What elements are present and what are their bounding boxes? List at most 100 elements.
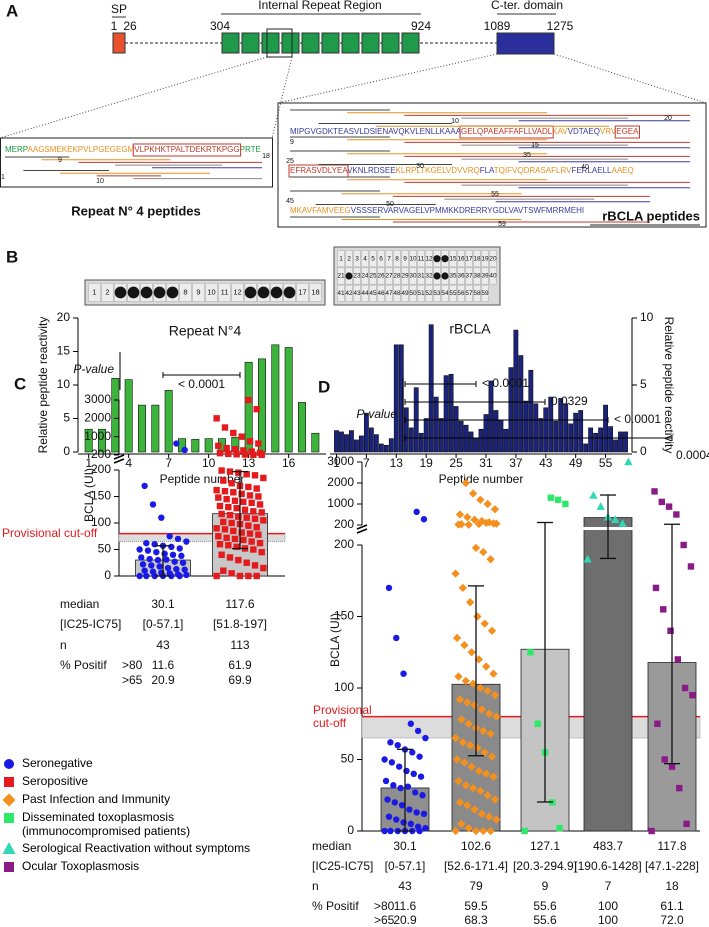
point [458, 583, 468, 593]
bar [368, 427, 374, 453]
point [235, 469, 242, 476]
point [260, 517, 267, 524]
point [596, 502, 605, 510]
point [230, 429, 237, 437]
blot-spot [244, 286, 257, 299]
point [238, 529, 245, 536]
table-cell: 20.9 [151, 673, 175, 687]
table-cell: [51.8-197] [213, 617, 267, 631]
x-tick-label: 7 [165, 456, 172, 470]
blot-cell [417, 267, 425, 285]
blot-label: 39 [481, 273, 489, 280]
blot-spot [433, 255, 441, 263]
y-tick-label: 10 [57, 377, 71, 391]
blot-label: 18 [473, 255, 481, 262]
point [144, 547, 152, 554]
blot-cell [353, 250, 361, 268]
legend-item: Serological Reactivation without symptom… [2, 841, 302, 856]
point [171, 558, 178, 565]
blot-label: 25 [369, 273, 377, 280]
zoom-line [553, 53, 707, 104]
blot-cell [385, 284, 393, 302]
bar [623, 431, 628, 453]
blot-label: 44 [361, 290, 369, 297]
point [4, 759, 14, 769]
point [143, 572, 150, 580]
bar [164, 390, 173, 453]
blot-label: 18 [311, 287, 319, 296]
point [483, 791, 492, 800]
blot-label: 31 [417, 273, 425, 280]
point [387, 739, 394, 746]
point [397, 784, 404, 792]
y-tick-label: 2000 [84, 411, 111, 425]
point [250, 451, 257, 458]
domain-label: Internal Repeat Region [258, 0, 381, 12]
blot-label: 35 [449, 273, 457, 280]
point [407, 820, 415, 828]
table-label: n [312, 879, 319, 893]
blot-cell [353, 284, 361, 302]
point [258, 509, 265, 516]
bar [373, 434, 379, 453]
point [413, 508, 420, 516]
bar [498, 419, 504, 453]
table-cell: 79 [469, 879, 483, 893]
point [554, 496, 562, 503]
point [479, 826, 488, 836]
point [136, 572, 143, 580]
peptide-number: 40 [581, 164, 589, 171]
point [178, 552, 185, 560]
point [404, 783, 412, 790]
point [238, 490, 245, 498]
blot-cell [409, 267, 417, 285]
table-cell: 113 [230, 638, 249, 652]
point [667, 627, 674, 634]
point [482, 662, 491, 671]
y-tick-label: 50 [98, 542, 112, 556]
blot-label: 46 [377, 290, 385, 297]
point [683, 820, 690, 828]
point [228, 570, 235, 577]
sequence-segment: MKAVFAMVEEG [290, 206, 351, 215]
blot-label: 15 [449, 255, 457, 262]
point [395, 763, 403, 770]
blot-cell [401, 250, 409, 268]
bar [433, 396, 439, 453]
point [460, 758, 469, 767]
table-cell: [52.6-171.4] [444, 859, 508, 873]
point [215, 494, 222, 501]
blot-label: 28 [393, 273, 401, 280]
point [240, 498, 247, 505]
blot-label: 38 [473, 273, 481, 280]
blot-cell [369, 284, 377, 302]
blot-cell [296, 283, 309, 302]
repeat-unit [341, 32, 360, 54]
y-tick-label: 5 [640, 377, 647, 391]
position-label: 26 [123, 19, 137, 33]
repeat-unit [281, 32, 300, 54]
blot-label: 26 [377, 273, 385, 280]
blot-cell [457, 267, 465, 285]
blot-label: 7 [387, 255, 391, 262]
blot-spot [270, 286, 283, 299]
blot-label: 3 [355, 255, 359, 262]
blot-label: 27 [385, 273, 393, 280]
legend-label: Seronegative [22, 756, 93, 770]
point [243, 471, 250, 478]
blot-cell [489, 250, 497, 268]
bar [538, 418, 544, 453]
table-cell: [190.6-1428] [574, 859, 641, 873]
point [218, 510, 225, 518]
point [414, 823, 422, 830]
point [490, 795, 500, 804]
point [474, 766, 484, 776]
point [255, 531, 262, 538]
point [173, 565, 180, 573]
sequence-segment: VDTAEQ [568, 127, 600, 136]
legend-label: Past Infection and Immunity [22, 792, 171, 806]
blot-spot [433, 272, 441, 280]
repeat-box [0, 137, 273, 188]
point [176, 545, 183, 552]
